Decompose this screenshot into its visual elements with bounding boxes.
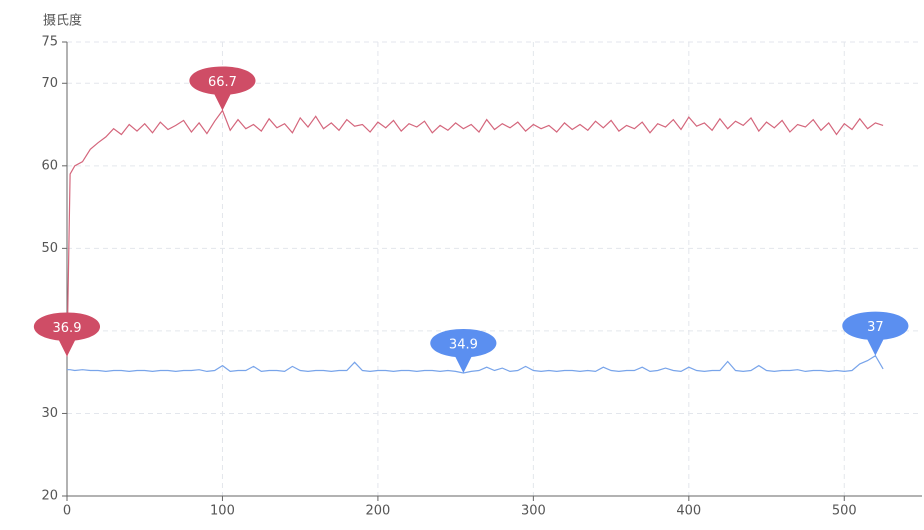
- series-line: [66, 109, 884, 357]
- x-tick-label: 100: [210, 504, 235, 519]
- mark-label: 34.9: [449, 338, 478, 353]
- y-tick-label: 30: [41, 406, 58, 421]
- mark-label: 36.9: [53, 321, 82, 336]
- mark-pin: [189, 66, 256, 111]
- mark-pin: [430, 329, 497, 374]
- series-line: [67, 354, 884, 374]
- y-tick-label: 20: [41, 489, 58, 504]
- y-tick-label: 75: [41, 35, 58, 50]
- y-tick-label: 60: [41, 158, 58, 173]
- y-tick-label: 50: [41, 241, 58, 256]
- mark-label: 66.7: [208, 75, 237, 90]
- y-tick-label: 70: [41, 76, 58, 91]
- mark-label: 37: [867, 320, 884, 335]
- x-tick-label: 300: [521, 504, 546, 519]
- x-tick-label: 200: [365, 504, 390, 519]
- y-axis-label: 摄氏度: [43, 13, 82, 29]
- x-tick-label: 0: [63, 504, 71, 519]
- x-tick-label: 500: [832, 504, 857, 519]
- x-tick-label: 400: [676, 504, 701, 519]
- mark-pin: [842, 311, 909, 356]
- mark-pin: [33, 312, 101, 357]
